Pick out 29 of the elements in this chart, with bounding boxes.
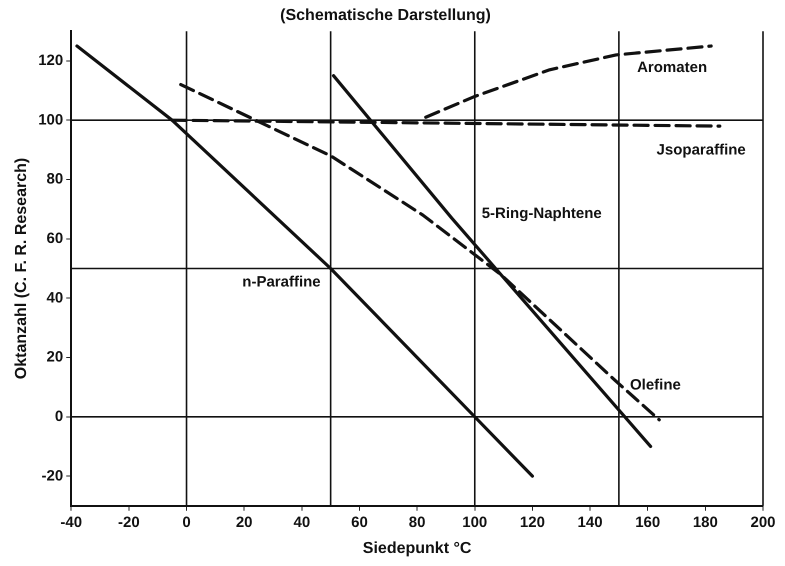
x-tick-label: -20: [118, 514, 140, 531]
y-tick-label: 80: [46, 170, 64, 188]
x-tick-label: 100: [462, 514, 488, 531]
y-tick-label: 40: [46, 289, 64, 306]
x-tick-label: 200: [750, 514, 776, 531]
x-tick-label: -40: [60, 514, 82, 531]
series-label: Olefine: [630, 376, 681, 394]
y-tick-label: 100: [38, 111, 64, 128]
series-label: n-Paraffine: [242, 274, 321, 291]
x-tick-label: 0: [182, 514, 191, 531]
series-label: 5-Ring-Naphtene: [482, 205, 602, 222]
y-tick-label: 120: [38, 52, 64, 70]
x-tick-label: 40: [293, 514, 310, 531]
chart-title: (Schematische Darstellung): [280, 7, 491, 24]
x-tick-label: 60: [351, 514, 368, 531]
x-axis-title: Siedepunkt °C: [362, 540, 472, 557]
x-tick-label: 120: [520, 514, 545, 531]
x-tick-label: 180: [692, 514, 718, 531]
x-tick-label: 20: [236, 514, 253, 531]
series-label: Aromaten: [637, 59, 708, 76]
y-tick-label: 0: [54, 408, 64, 425]
y-tick-label: 60: [46, 230, 64, 247]
y-axis-title: Oktanzahl (C. F. R. Research): [13, 158, 30, 380]
y-tick-label: -20: [42, 467, 64, 484]
x-tick-label: 160: [635, 514, 660, 531]
x-tick-label: 140: [578, 514, 603, 531]
y-tick-label: 20: [46, 348, 64, 366]
series-label: Jsoparaffine: [656, 141, 746, 158]
x-tick-label: 80: [408, 514, 426, 531]
